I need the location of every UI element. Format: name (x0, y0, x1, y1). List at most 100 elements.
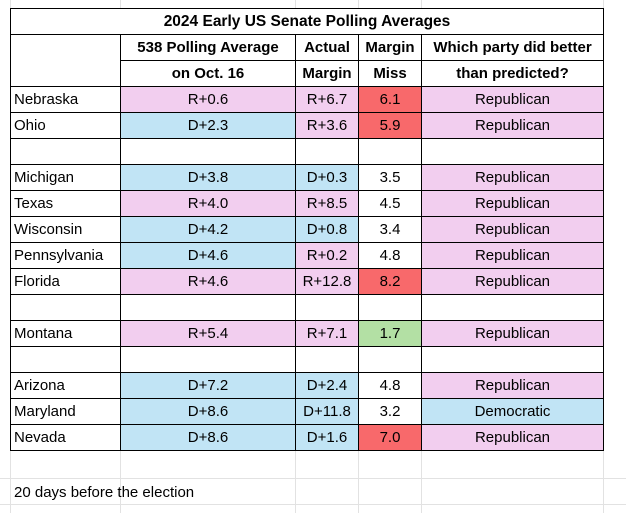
party-better-cell: Republican (421, 190, 604, 217)
header-better-line2: than predicted? (421, 60, 604, 87)
table-row: Michigan D+3.8 D+0.3 3.5 Republican (10, 164, 604, 191)
poll-average-cell: R+5.4 (120, 320, 296, 347)
spacer-cell (10, 138, 121, 165)
state-cell: Montana (10, 320, 121, 347)
header-poll-line1: 538 Polling Average (120, 34, 296, 61)
actual-margin-cell: R+12.8 (295, 268, 359, 295)
spacer-row (10, 294, 604, 321)
table-row: Ohio D+2.3 R+3.6 5.9 Republican (10, 112, 604, 139)
party-better-cell: Republican (421, 268, 604, 295)
table-title: 2024 Early US Senate Polling Averages (10, 8, 604, 35)
header-row-1: 538 Polling Average Actual Margin Which … (10, 34, 604, 87)
poll-average-cell: D+4.2 (120, 216, 296, 243)
actual-margin-cell: R+7.1 (295, 320, 359, 347)
margin-miss-cell: 3.2 (358, 398, 422, 425)
state-cell: Pennsylvania (10, 242, 121, 269)
table-row: Montana R+5.4 R+7.1 1.7 Republican (10, 320, 604, 347)
state-cell: Arizona (10, 372, 121, 399)
margin-miss-cell: 3.5 (358, 164, 422, 191)
actual-margin-cell: D+2.4 (295, 372, 359, 399)
poll-average-cell: D+7.2 (120, 372, 296, 399)
header-actual-line1: Actual (295, 34, 359, 61)
poll-average-cell: R+0.6 (120, 86, 296, 113)
margin-miss-cell: 1.7 (358, 320, 422, 347)
spacer-cell (421, 294, 604, 321)
state-cell: Florida (10, 268, 121, 295)
margin-miss-cell: 6.1 (358, 86, 422, 113)
gridline-vertical (603, 0, 604, 513)
poll-average-cell: D+2.3 (120, 112, 296, 139)
gridline-horizontal (0, 478, 626, 479)
state-cell: Ohio (10, 112, 121, 139)
table-row: Wisconsin D+4.2 D+0.8 3.4 Republican (10, 216, 604, 243)
party-better-cell: Republican (421, 372, 604, 399)
state-cell: Michigan (10, 164, 121, 191)
actual-margin-cell: R+8.5 (295, 190, 359, 217)
header-poll-line2: on Oct. 16 (120, 60, 296, 87)
margin-miss-cell: 3.4 (358, 216, 422, 243)
table-row: Arizona D+7.2 D+2.4 4.8 Republican (10, 372, 604, 399)
poll-average-cell: R+4.0 (120, 190, 296, 217)
polling-table: 2024 Early US Senate Polling Averages 53… (10, 8, 604, 451)
poll-average-cell: D+8.6 (120, 424, 296, 451)
spacer-row (10, 346, 604, 373)
title-row: 2024 Early US Senate Polling Averages (10, 8, 604, 35)
spacer-cell (421, 138, 604, 165)
header-actual-line2: Margin (295, 60, 359, 87)
spacer-cell (358, 138, 422, 165)
table-row: Florida R+4.6 R+12.8 8.2 Republican (10, 268, 604, 295)
party-better-cell: Republican (421, 320, 604, 347)
actual-margin-cell: R+6.7 (295, 86, 359, 113)
spacer-row (10, 138, 604, 165)
spacer-cell (358, 294, 422, 321)
margin-miss-cell: 5.9 (358, 112, 422, 139)
state-cell: Nebraska (10, 86, 121, 113)
table-row: Texas R+4.0 R+8.5 4.5 Republican (10, 190, 604, 217)
spacer-cell (358, 346, 422, 373)
party-better-cell: Republican (421, 112, 604, 139)
spacer-cell (10, 346, 121, 373)
footnote: 20 days before the election (14, 484, 195, 501)
actual-margin-cell: D+0.3 (295, 164, 359, 191)
table-row: Pennsylvania D+4.6 R+0.2 4.8 Republican (10, 242, 604, 269)
state-cell: Texas (10, 190, 121, 217)
margin-miss-cell: 4.5 (358, 190, 422, 217)
poll-average-cell: D+4.6 (120, 242, 296, 269)
spacer-cell (120, 294, 296, 321)
actual-margin-cell: D+1.6 (295, 424, 359, 451)
party-better-cell: Republican (421, 164, 604, 191)
party-better-cell: Democratic (421, 398, 604, 425)
party-better-cell: Republican (421, 86, 604, 113)
table-row: Nebraska R+0.6 R+6.7 6.1 Republican (10, 86, 604, 113)
actual-margin-cell: D+0.8 (295, 216, 359, 243)
header-state-blank (10, 34, 121, 87)
spacer-cell (421, 346, 604, 373)
party-better-cell: Republican (421, 216, 604, 243)
spacer-cell (10, 294, 121, 321)
header-row-2: on Oct. 16 Margin Miss than predicted? (11, 60, 604, 87)
actual-margin-cell: R+3.6 (295, 112, 359, 139)
margin-miss-cell: 8.2 (358, 268, 422, 295)
header-miss-line1: Margin (358, 34, 422, 61)
margin-miss-cell: 7.0 (358, 424, 422, 451)
spacer-cell (295, 346, 359, 373)
actual-margin-cell: D+11.8 (295, 398, 359, 425)
margin-miss-cell: 4.8 (358, 372, 422, 399)
spacer-cell (120, 138, 296, 165)
state-cell: Nevada (10, 424, 121, 451)
party-better-cell: Republican (421, 424, 604, 451)
header-better-line1: Which party did better (421, 34, 604, 61)
spacer-cell (295, 138, 359, 165)
state-cell: Maryland (10, 398, 121, 425)
gridline-horizontal (0, 504, 626, 505)
table-row: Nevada D+8.6 D+1.6 7.0 Republican (10, 424, 604, 451)
poll-average-cell: R+4.6 (120, 268, 296, 295)
state-cell: Wisconsin (10, 216, 121, 243)
actual-margin-cell: R+0.2 (295, 242, 359, 269)
party-better-cell: Republican (421, 242, 604, 269)
poll-average-cell: D+8.6 (120, 398, 296, 425)
table-row: Maryland D+8.6 D+11.8 3.2 Democratic (10, 398, 604, 425)
spacer-cell (120, 346, 296, 373)
poll-average-cell: D+3.8 (120, 164, 296, 191)
header-miss-line2: Miss (358, 60, 422, 87)
